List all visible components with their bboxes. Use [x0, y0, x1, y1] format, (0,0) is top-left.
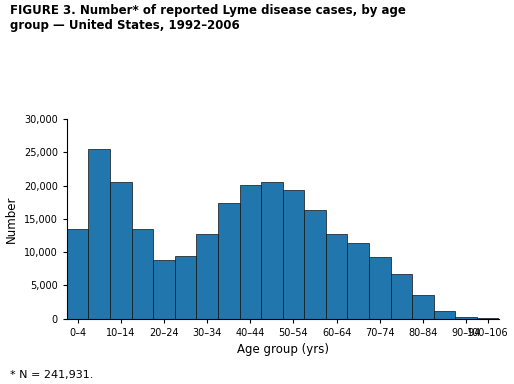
Bar [261, 182, 283, 319]
X-axis label: Age group (yrs): Age group (yrs) [237, 343, 328, 356]
Bar [283, 190, 304, 319]
Bar [477, 318, 499, 319]
Text: * N = 241,931.: * N = 241,931. [10, 370, 94, 380]
Bar [88, 149, 110, 319]
Bar [132, 229, 153, 319]
Bar [67, 229, 88, 319]
Text: FIGURE 3. Number* of reported Lyme disease cases, by age
group — United States, : FIGURE 3. Number* of reported Lyme disea… [10, 4, 406, 32]
Bar [175, 256, 196, 319]
Bar [391, 274, 412, 319]
Bar [455, 318, 477, 319]
Bar [240, 185, 261, 319]
Bar [304, 210, 326, 319]
Y-axis label: Number: Number [5, 195, 18, 243]
Bar [369, 257, 391, 319]
Bar [196, 233, 218, 319]
Bar [326, 233, 347, 319]
Bar [347, 243, 369, 319]
Bar [412, 295, 434, 319]
Bar [153, 260, 175, 319]
Bar [434, 311, 455, 319]
Bar [110, 182, 132, 319]
Bar [218, 203, 240, 319]
